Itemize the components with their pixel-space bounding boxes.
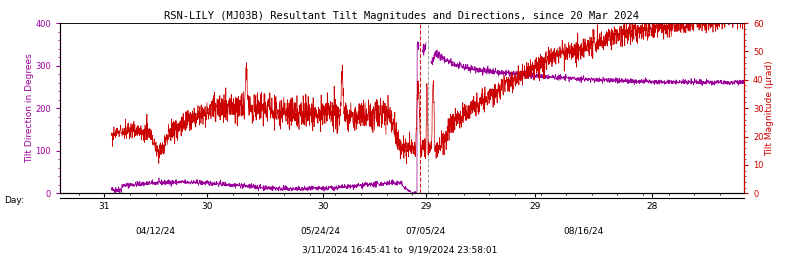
Text: 07/05/24: 07/05/24 <box>406 227 446 236</box>
Y-axis label: Tilt Magnitude (μrad): Tilt Magnitude (μrad) <box>765 60 774 156</box>
Text: Day:: Day: <box>4 196 24 205</box>
Text: 3/11/2024 16:45:41 to  9/19/2024 23:58:01: 3/11/2024 16:45:41 to 9/19/2024 23:58:01 <box>302 246 498 255</box>
Y-axis label: Tilt Direction in Degrees: Tilt Direction in Degrees <box>25 53 34 163</box>
Text: 05/24/24: 05/24/24 <box>300 227 340 236</box>
Title: RSN-LILY (MJ03B) Resultant Tilt Magnitudes and Directions, since 20 Mar 2024: RSN-LILY (MJ03B) Resultant Tilt Magnitud… <box>165 11 639 21</box>
Text: 08/16/24: 08/16/24 <box>563 227 603 236</box>
Text: 04/12/24: 04/12/24 <box>136 227 176 236</box>
